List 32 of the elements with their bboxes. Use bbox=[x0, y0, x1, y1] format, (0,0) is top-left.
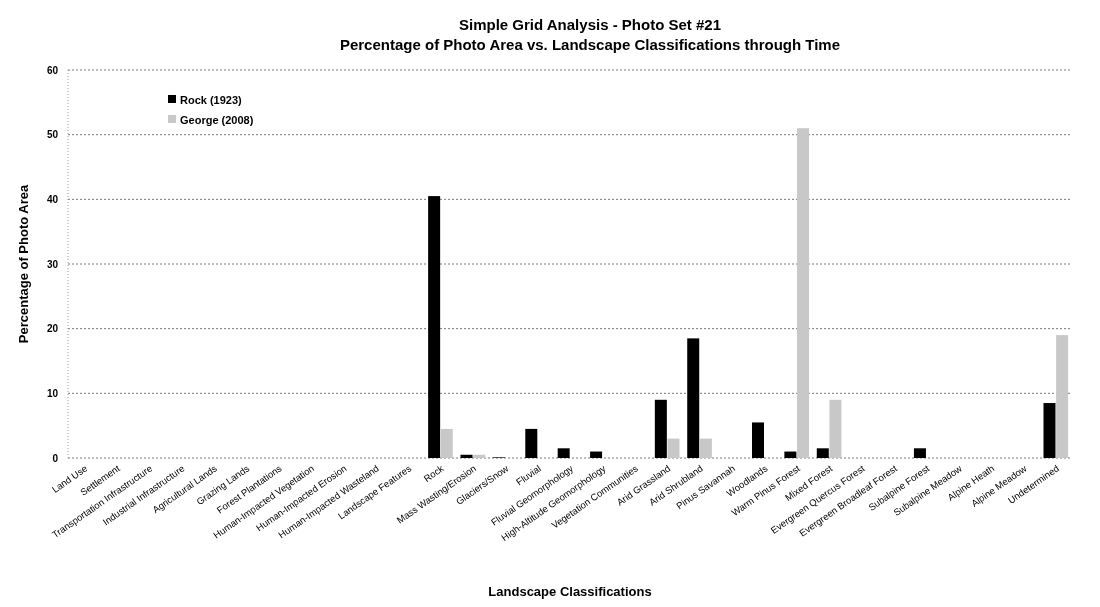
y-tick-label: 40 bbox=[46, 193, 59, 205]
y-tick-label: 60 bbox=[46, 64, 59, 76]
chart-subtitle: Percentage of Photo Area vs. Landscape Classifications through Time bbox=[339, 36, 841, 53]
bar bbox=[460, 454, 473, 458]
y-axis-title: Percentage of Photo Area bbox=[16, 184, 31, 344]
y-tick-label: 30 bbox=[46, 258, 59, 270]
y-tick-label: 10 bbox=[46, 387, 59, 399]
bar bbox=[829, 399, 842, 458]
chart-title: Simple Grid Analysis - Photo Set #21 bbox=[458, 16, 722, 33]
bar bbox=[1056, 335, 1069, 458]
bar bbox=[816, 448, 829, 458]
y-tick-label: 20 bbox=[46, 323, 59, 335]
legend-label: Rock (1923) bbox=[180, 93, 243, 106]
bar bbox=[752, 422, 765, 458]
bar bbox=[913, 448, 926, 458]
bar bbox=[428, 196, 441, 458]
x-axis-title: Landscape Classifications bbox=[488, 584, 652, 599]
bar bbox=[784, 451, 797, 458]
y-tick-label: 50 bbox=[46, 129, 59, 141]
bar bbox=[1043, 403, 1056, 458]
bar bbox=[667, 438, 680, 458]
bar bbox=[440, 428, 453, 458]
bar bbox=[525, 428, 538, 458]
bar bbox=[687, 338, 700, 458]
bar bbox=[473, 454, 486, 458]
bar bbox=[557, 448, 570, 458]
bar bbox=[797, 128, 810, 458]
bar bbox=[590, 451, 603, 458]
y-tick-label: 0 bbox=[52, 452, 59, 464]
legend-label: George (2008) bbox=[180, 113, 254, 126]
bar bbox=[699, 438, 712, 458]
bar bbox=[654, 399, 667, 458]
